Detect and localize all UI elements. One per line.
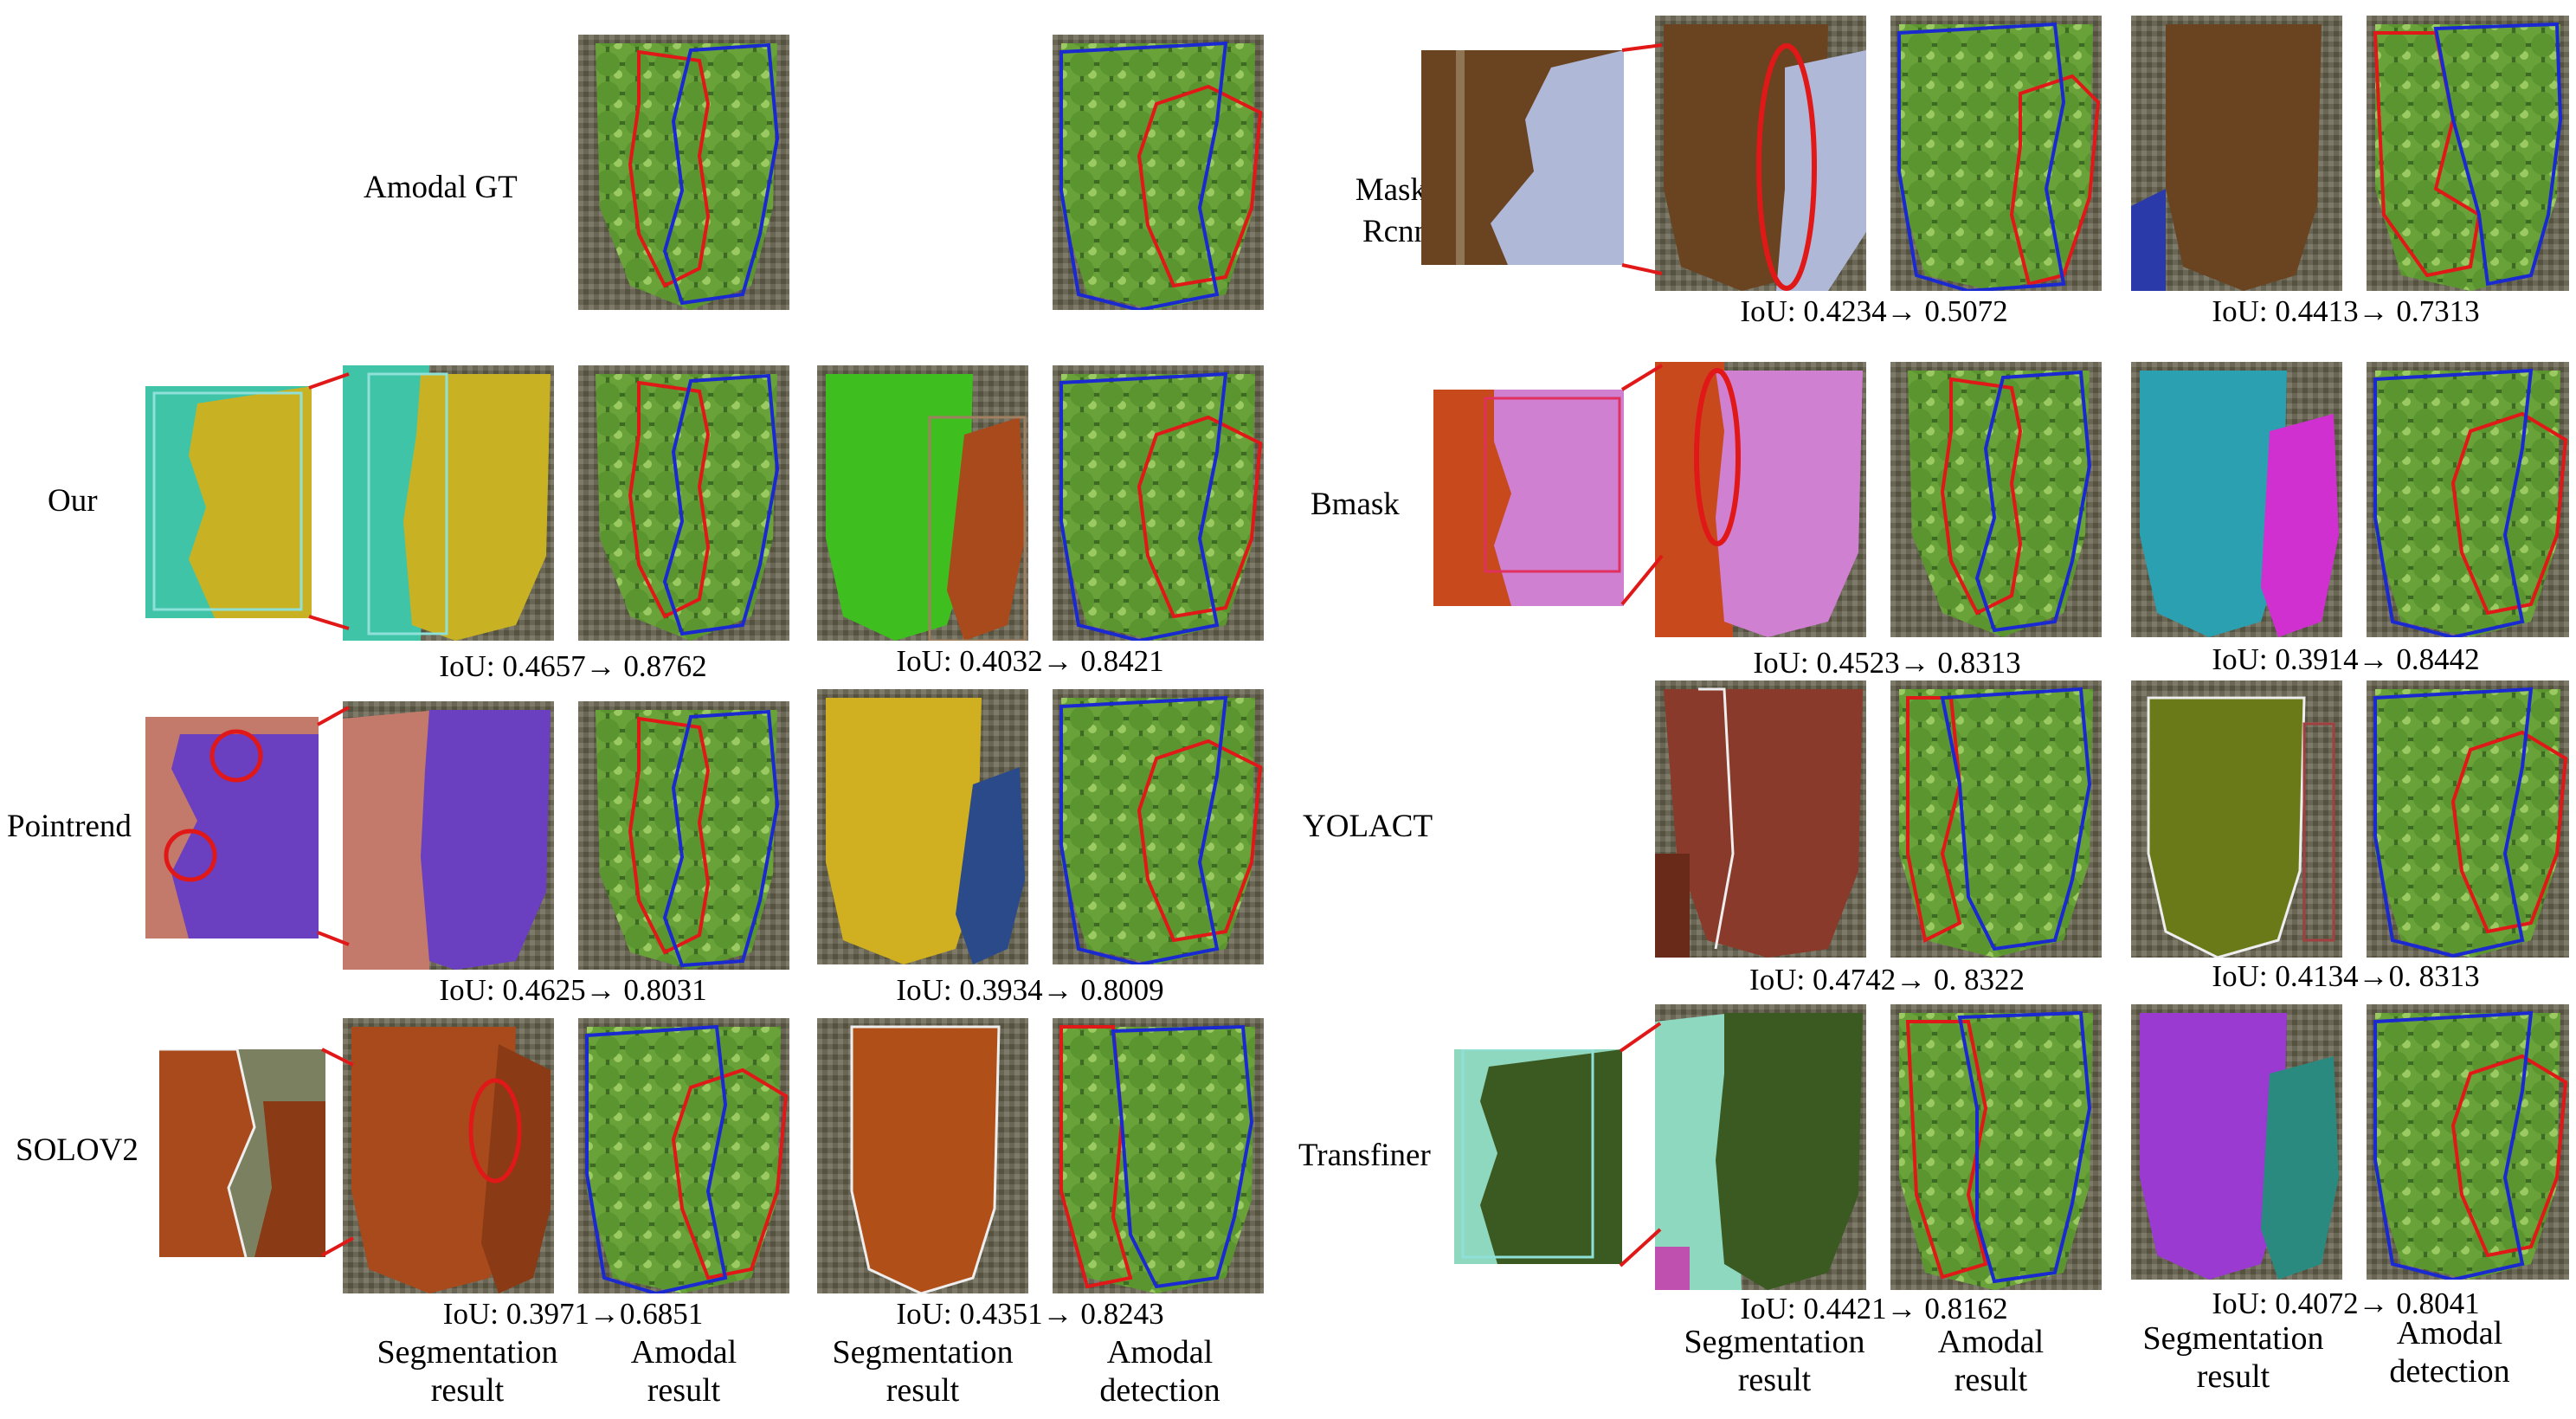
iou-pointrend-2: IoU: 0.3934→ 0.8009 bbox=[896, 973, 1164, 1007]
pointrend-zoom-inset bbox=[145, 717, 319, 938]
method-label-solov2: SOLOV2 bbox=[16, 1132, 138, 1168]
maskrcnn-segmentation-image-2 bbox=[2131, 16, 2342, 291]
caption-seg-right-2-l1: Segmentation bbox=[2142, 1320, 2324, 1357]
method-label-transfiner: Transfiner bbox=[1298, 1138, 1431, 1173]
caption-seg-left-2-l1: Segmentation bbox=[832, 1334, 1014, 1371]
caption-amodal-left-1-l2: result bbox=[647, 1372, 721, 1409]
ours-segmentation-image-2 bbox=[817, 365, 1028, 641]
maskrcnn-segmentation-image-1 bbox=[1655, 16, 1866, 291]
pointrend-segmentation-image-1 bbox=[343, 701, 554, 970]
yolact-amodal-image-1 bbox=[1890, 680, 2102, 958]
transfiner-segmentation-image-2 bbox=[2131, 1004, 2342, 1280]
method-label-ours: Our bbox=[48, 483, 98, 519]
caption-amodal-det-right-l2: detection bbox=[2389, 1353, 2510, 1390]
maskrcnn-amodal-image-1 bbox=[1890, 16, 2102, 291]
maskrcnn-zoom-inset bbox=[1421, 50, 1624, 265]
transfiner-segmentation-image-1 bbox=[1655, 1004, 1866, 1290]
method-label-amodal-gt: Amodal GT bbox=[364, 170, 518, 205]
iou-yolact-1: IoU: 0.4742→ 0. 8322 bbox=[1749, 963, 2025, 997]
iou-maskrcnn-2: IoU: 0.4413→ 0.7313 bbox=[2212, 294, 2480, 328]
caption-seg-right-1-l1: Segmentation bbox=[1684, 1324, 1865, 1360]
solov2-segmentation-image-2 bbox=[817, 1018, 1028, 1293]
caption-seg-left-2-l2: result bbox=[886, 1372, 960, 1409]
caption-amodal-right-1-l1: Amodal bbox=[1937, 1324, 2045, 1360]
yolact-segmentation-image-2 bbox=[2131, 680, 2342, 958]
caption-amodal-right-1-l2: result bbox=[1954, 1362, 2028, 1398]
pointrend-amodal-image-2 bbox=[1053, 689, 1264, 964]
method-label-yolact: YOLACT bbox=[1303, 809, 1433, 844]
caption-seg-left-1-l1: Segmentation bbox=[377, 1334, 558, 1371]
caption-amodal-left-1: Amodal result bbox=[597, 1333, 770, 1409]
caption-amodal-det-left-l2: detection bbox=[1099, 1372, 1220, 1409]
caption-seg-right-1-l2: result bbox=[1737, 1362, 1812, 1398]
transfiner-amodal-image-2 bbox=[2367, 1004, 2569, 1280]
transfiner-amodal-image-1 bbox=[1890, 1004, 2102, 1290]
pointrend-segmentation-image-2 bbox=[817, 689, 1028, 964]
caption-amodal-det-right-l1: Amodal bbox=[2396, 1315, 2503, 1351]
pointrend-amodal-image-1 bbox=[578, 701, 789, 970]
amodal-gt-image-1 bbox=[578, 35, 789, 310]
iou-ours-2: IoU: 0.4032→ 0.8421 bbox=[896, 644, 1164, 678]
solov2-segmentation-image-1 bbox=[343, 1018, 554, 1293]
ours-amodal-image-1 bbox=[578, 365, 789, 641]
iou-transfiner-2: IoU: 0.4072→ 0.8041 bbox=[2212, 1287, 2480, 1320]
caption-amodal-left-1-l1: Amodal bbox=[630, 1334, 737, 1371]
bmask-segmentation-image-2 bbox=[2131, 362, 2342, 637]
method-label-pointrend: Pointrend bbox=[7, 809, 132, 844]
caption-seg-right-2: Segmentation result bbox=[2121, 1319, 2346, 1396]
caption-seg-right-1: Segmentation result bbox=[1662, 1323, 1887, 1399]
iou-bmask-1: IoU: 0.4523→ 0.8313 bbox=[1753, 646, 2021, 680]
ours-zoom-inset bbox=[145, 386, 312, 618]
caption-amodal-det-left: Amodal detection bbox=[1065, 1333, 1255, 1409]
amodal-gt-image-2 bbox=[1053, 35, 1264, 310]
iou-transfiner-1: IoU: 0.4421→ 0.8162 bbox=[1740, 1292, 2008, 1325]
ours-segmentation-image-1 bbox=[343, 365, 554, 641]
solov2-amodal-image-2 bbox=[1053, 1018, 1264, 1293]
solov2-zoom-inset bbox=[159, 1049, 325, 1257]
maskrcnn-amodal-image-2 bbox=[2367, 16, 2569, 291]
iou-pointrend-1: IoU: 0.4625→ 0.8031 bbox=[439, 973, 707, 1007]
yolact-amodal-image-2 bbox=[2367, 680, 2569, 958]
method-label-bmask: Bmask bbox=[1311, 487, 1400, 522]
caption-seg-right-2-l2: result bbox=[2196, 1358, 2270, 1395]
yolact-segmentation-image-1 bbox=[1655, 680, 1866, 958]
iou-solov2-1: IoU: 0.3971→0.6851 bbox=[442, 1297, 704, 1331]
transfiner-zoom-inset bbox=[1454, 1049, 1622, 1264]
method-label-mask-rcnn-line2: Rcnn bbox=[1362, 214, 1431, 249]
caption-amodal-right-1: Amodal result bbox=[1904, 1323, 2077, 1399]
caption-amodal-det-right: Amodal detection bbox=[2354, 1314, 2545, 1390]
solov2-amodal-image-1 bbox=[578, 1018, 789, 1293]
bmask-segmentation-image-1 bbox=[1655, 362, 1866, 637]
iou-bmask-2: IoU: 0.3914→ 0.8442 bbox=[2212, 642, 2480, 676]
caption-seg-left-1-l2: result bbox=[430, 1372, 505, 1409]
ours-amodal-image-2 bbox=[1053, 365, 1264, 641]
bmask-amodal-image-1 bbox=[1890, 362, 2102, 637]
iou-solov2-2: IoU: 0.4351→ 0.8243 bbox=[896, 1297, 1164, 1331]
iou-ours-1: IoU: 0.4657→ 0.8762 bbox=[439, 649, 707, 683]
caption-seg-left-2: Segmentation result bbox=[810, 1333, 1035, 1409]
caption-amodal-det-left-l1: Amodal bbox=[1106, 1334, 1214, 1371]
bmask-zoom-inset bbox=[1433, 390, 1624, 606]
iou-yolact-2: IoU: 0.4134→0. 8313 bbox=[2212, 959, 2480, 993]
caption-seg-left-1: Segmentation result bbox=[355, 1333, 580, 1409]
bmask-amodal-image-2 bbox=[2367, 362, 2569, 637]
iou-maskrcnn-1: IoU: 0.4234→ 0.5072 bbox=[1740, 294, 2008, 328]
